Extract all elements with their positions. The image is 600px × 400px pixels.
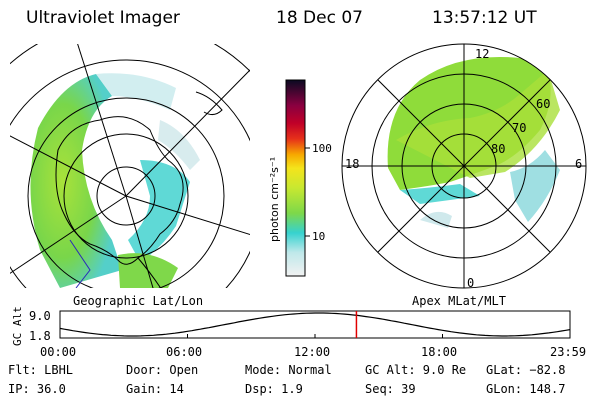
header-date: 18 Dec 07	[276, 8, 363, 28]
mlt-label-18: 18	[345, 157, 359, 171]
coastline	[55, 116, 184, 265]
aurora-emission	[396, 70, 560, 178]
geographic-map	[10, 44, 250, 288]
meridian-line	[125, 69, 250, 197]
coastline	[137, 257, 162, 288]
right-panel-caption: Apex MLat/MLT	[412, 294, 506, 308]
meridian-line	[125, 195, 154, 288]
status-gain: Gain: 14	[126, 382, 184, 396]
mlt-label-12: 12	[475, 47, 489, 61]
latitude-circle	[63, 133, 189, 259]
meridian-line	[77, 44, 127, 197]
mlat-label-80: 80	[491, 142, 505, 156]
altitude-curve	[59, 312, 571, 337]
mlt-label-0: 0	[467, 276, 474, 290]
status-glat: GLat: −82.8	[486, 363, 566, 377]
status-glon: GLon: 148.7	[486, 382, 566, 396]
aurora-emission	[420, 211, 452, 228]
xtick-label: 06:00	[166, 345, 203, 359]
instrument-title: Ultraviolet Imager	[26, 8, 180, 28]
status-gc-alt: GC Alt: 9.0 Re	[365, 363, 467, 377]
status-seq: Seq: 39	[365, 382, 416, 396]
mlat-label-60: 60	[536, 97, 550, 111]
timeline-ymin: 1.8	[29, 329, 51, 343]
header-time: 13:57:12 UT	[432, 8, 537, 28]
latitude-circle	[10, 59, 250, 288]
meridian-line	[10, 195, 127, 274]
timeline-frame	[59, 310, 571, 339]
coastline	[195, 91, 223, 116]
colorbar-unit-label: photon cm⁻²s⁻¹	[268, 157, 281, 242]
colorbar: 100 10 photon cm⁻²s⁻¹	[268, 79, 332, 277]
meridian-line	[10, 135, 127, 197]
colorbar-scale	[285, 79, 306, 277]
magnetic-map: 12 18 6 0 60 70 80	[341, 43, 587, 290]
aurora-emission	[30, 74, 122, 288]
colorbar-tick-100: 100	[312, 142, 332, 155]
timeline-ymax: 9.0	[29, 309, 51, 323]
aurora-emission	[510, 150, 560, 222]
status-ip: IP: 36.0	[8, 382, 66, 396]
mlat-label-70: 70	[512, 121, 526, 135]
altitude-timeline: GC Alt 9.0 1.8	[11, 306, 571, 346]
latitude-circle	[96, 166, 156, 226]
latitude-circle	[27, 97, 225, 288]
xtick-label: 00:00	[40, 345, 77, 359]
meridian-line	[125, 195, 250, 236]
aurora-emission	[128, 160, 190, 262]
status-mode: Mode: Normal	[245, 363, 332, 377]
xtick-label: 18:00	[421, 345, 458, 359]
xtick-label: 23:59	[550, 345, 587, 359]
mlt-label-6: 6	[575, 157, 582, 171]
aurora-emission	[400, 184, 480, 204]
mlt-meridian	[377, 79, 551, 253]
terminator-line	[69, 239, 91, 288]
colorbar-tick-10: 10	[312, 230, 325, 243]
aurora-emission	[158, 120, 200, 170]
status-dsp: Dsp: 1.9	[245, 382, 303, 396]
aurora-emission	[96, 73, 176, 110]
status-door: Door: Open	[126, 363, 199, 377]
xtick-label: 12:00	[294, 345, 331, 359]
timeline-ylabel: GC Alt	[11, 306, 24, 346]
left-panel-caption: Geographic Lat/Lon	[73, 294, 203, 308]
status-filter: Flt: LBHL	[8, 363, 74, 377]
